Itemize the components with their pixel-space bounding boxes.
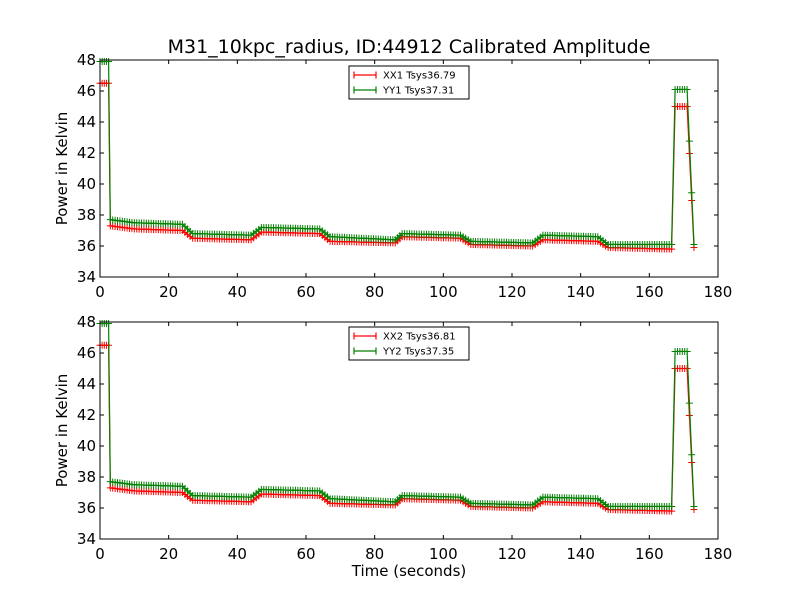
y-tick-label: 48	[77, 51, 96, 69]
legend-label: YY1 Tsys37.31	[382, 86, 454, 97]
y-axis-label: Power in Kelvin	[53, 112, 71, 226]
x-tick-label: 80	[365, 545, 384, 563]
series-line-1	[100, 344, 695, 512]
data-point	[683, 365, 691, 372]
legend-swatch	[353, 71, 377, 79]
x-tick-label: 0	[95, 545, 105, 563]
x-tick-label: 60	[296, 283, 315, 301]
x-tick-label: 140	[566, 283, 595, 301]
y-tick-label: 38	[77, 468, 96, 486]
legend-label: XX1 Tsys36.79	[383, 71, 456, 82]
x-tick-label: 160	[635, 545, 664, 563]
x-tick-label: 60	[296, 545, 315, 563]
x-tick-label: 20	[159, 283, 178, 301]
x-tick-label: 40	[228, 283, 247, 301]
legend: XX2 Tsys36.81 YY2 Tsys37.35	[348, 326, 470, 361]
x-tick-label: 100	[429, 545, 458, 563]
x-tick-label: 140	[566, 545, 595, 563]
y-tick-label: 46	[77, 82, 96, 100]
data-point	[668, 502, 676, 510]
y-tick-label: 44	[77, 375, 96, 393]
chart-title: M31_10kpc_radius, ID:44912 Calibrated Am…	[168, 36, 651, 58]
data-point	[105, 58, 113, 66]
legend-swatch	[353, 332, 377, 340]
data-point	[683, 347, 691, 355]
series-line-1	[100, 82, 695, 250]
y-axis-label: Power in Kelvin	[53, 374, 71, 488]
y-tick-label: 44	[77, 113, 96, 131]
data-point	[688, 189, 696, 197]
bottom-chart-panel: 0 20 40 60 80 100 120 140 160 180 34 36 38 40 42 44 46 48…	[53, 313, 732, 563]
x-tick-label: 120	[498, 545, 527, 563]
x-tick-label: 100	[429, 283, 458, 301]
y-tick-label: 34	[77, 530, 96, 548]
y-tick-label: 40	[77, 175, 96, 193]
data-point	[105, 320, 113, 328]
data-point	[685, 399, 693, 407]
x-axis-label: Time (seconds)	[351, 562, 467, 580]
data-point	[690, 502, 698, 510]
y-tick-label: 42	[77, 144, 96, 162]
series-markers-2	[96, 320, 698, 510]
data-point	[685, 137, 693, 145]
x-tick-label: 80	[365, 283, 384, 301]
x-tick-label: 120	[498, 283, 527, 301]
plot-frame	[99, 321, 719, 540]
y-tick-label: 36	[77, 237, 96, 255]
series-markers-2	[96, 58, 698, 248]
data-point	[683, 85, 691, 93]
legend-label: YY2 Tsys37.35	[382, 347, 454, 358]
x-tick-label: 180	[704, 545, 733, 563]
data-point	[683, 103, 691, 110]
y-tick-label: 46	[77, 344, 96, 362]
y-tick-label: 40	[77, 437, 96, 455]
legend: XX1 Tsys36.79 YY1 Tsys37.31	[348, 65, 470, 100]
plot-frame	[99, 59, 719, 278]
x-tick-label: 40	[228, 545, 247, 563]
x-tick-label: 160	[635, 283, 664, 301]
x-tick-label: 20	[159, 545, 178, 563]
y-tick-label: 48	[77, 313, 96, 331]
y-tick-label: 36	[77, 499, 96, 517]
y-tick-label: 42	[77, 406, 96, 424]
legend-label: XX2 Tsys36.81	[383, 332, 456, 343]
legend-swatch	[353, 86, 377, 94]
y-tick-label: 38	[77, 206, 96, 224]
data-point	[690, 240, 698, 248]
y-tick-label: 34	[77, 268, 96, 286]
legend-swatch	[353, 347, 377, 355]
data-point	[688, 451, 696, 459]
top-chart-panel: 0 20 40 60 80 100 120 140 160 180 34 36 38 40 42 44 46 48…	[53, 51, 732, 301]
data-point	[668, 240, 676, 248]
x-tick-label: 0	[95, 283, 105, 301]
x-tick-label: 180	[704, 283, 733, 301]
